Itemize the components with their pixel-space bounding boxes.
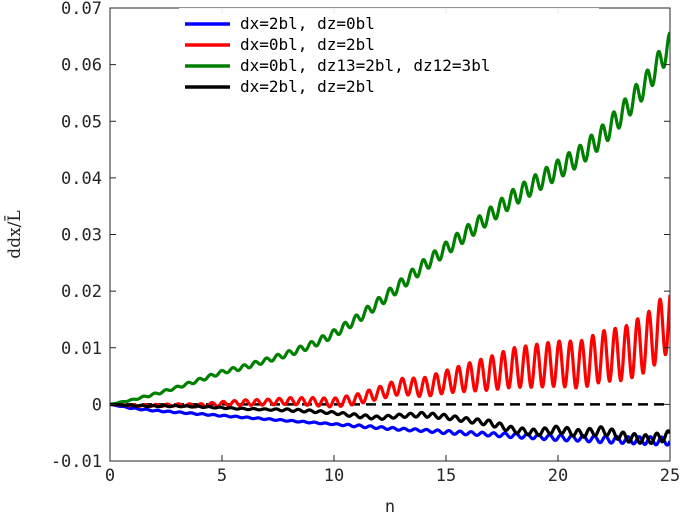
y-tick-label: 0.04 <box>61 169 102 189</box>
x-axis-label: n <box>385 497 395 517</box>
y-tick-label: -0.01 <box>51 452 102 472</box>
x-tick-label: 15 <box>436 466 456 486</box>
y-axis-label: ddx/L̄ <box>3 210 25 258</box>
legend-label: dx=0bl, dz13=2bl, dz12=3bl <box>240 56 490 75</box>
legend: dx=2bl, dz=0bl dx=0bl, dz=2bl dx=0bl, dz13… <box>179 8 599 100</box>
series-line-3 <box>110 31 670 406</box>
y-tick-label: 0.05 <box>61 112 102 132</box>
legend-label: dx=2bl, dz=2bl <box>240 77 375 96</box>
x-tick-label: 10 <box>324 466 344 486</box>
x-tick-label: 20 <box>548 466 568 486</box>
legend-box <box>179 8 599 100</box>
series-layer <box>110 31 670 447</box>
y-tick-label: 0.07 <box>61 0 102 19</box>
y-tick-label: 0.03 <box>61 226 102 246</box>
x-tick-label: 5 <box>217 466 227 486</box>
x-tick-label: 25 <box>660 466 680 486</box>
y-tick-label: 0.06 <box>61 56 102 76</box>
series-line-1 <box>110 402 670 447</box>
legend-label: dx=0bl, dz=2bl <box>240 35 375 54</box>
y-tick-label: 0 <box>92 395 102 415</box>
legend-label: dx=2bl, dz=0bl <box>240 14 375 33</box>
y-tick-label: 0.01 <box>61 339 102 359</box>
y-tick-label: 0.02 <box>61 282 102 302</box>
series-line-4 <box>110 402 670 446</box>
x-tick-label: 0 <box>105 466 115 486</box>
series-line-2 <box>110 294 670 409</box>
